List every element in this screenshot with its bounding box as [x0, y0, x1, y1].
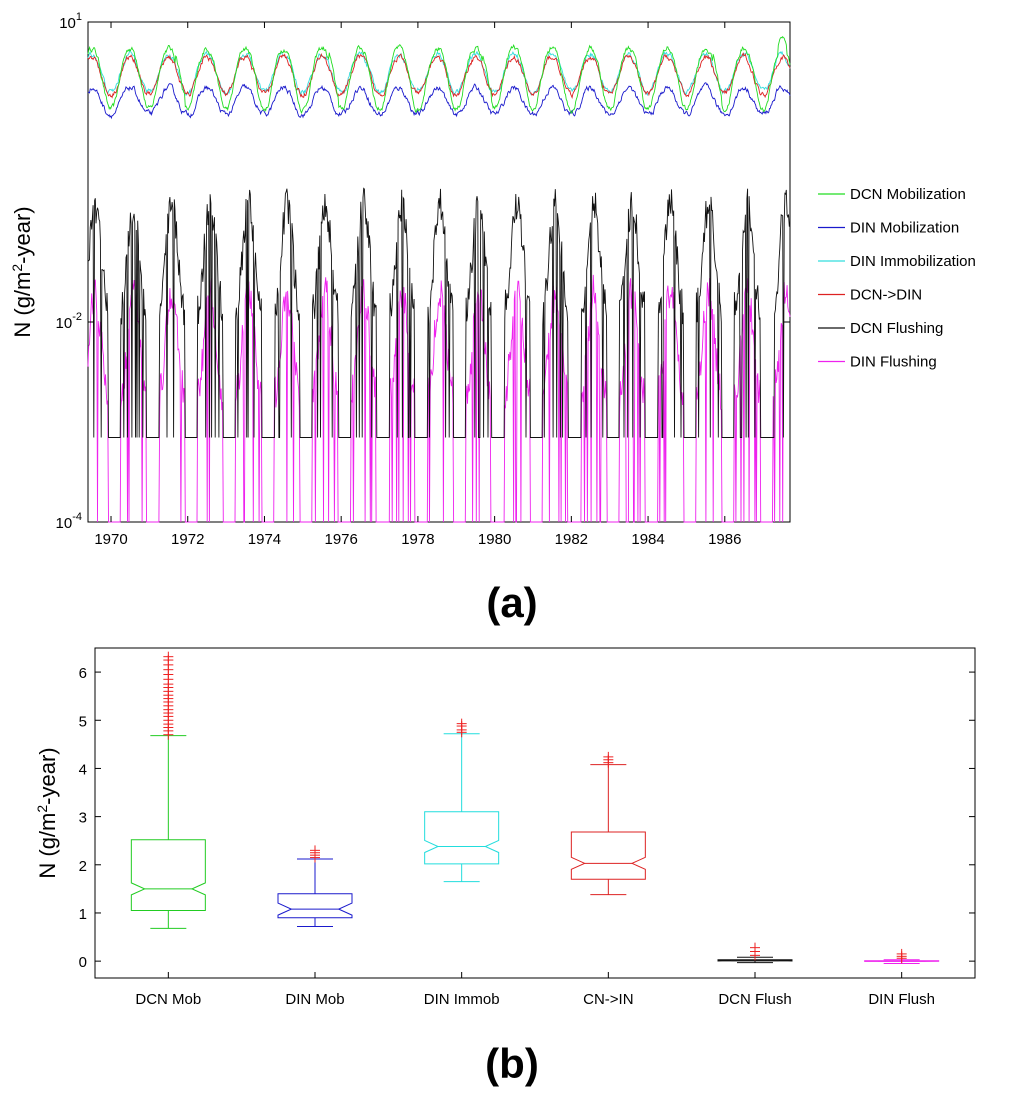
x-tick-label: 1980 [478, 531, 511, 548]
box-plot-boxes [130, 651, 940, 965]
y-tick-label: 10-4 [56, 511, 82, 532]
series-line-dcn-flushing [87, 187, 791, 438]
y-tick-label: 2 [79, 858, 87, 875]
x-tick-label: 1976 [324, 531, 357, 548]
series-line-dcn-mobilization [87, 35, 791, 115]
x-tick-label: 1970 [94, 531, 127, 548]
y-tick-label: 5 [79, 713, 87, 730]
box-body [277, 893, 353, 919]
outlier-marker [163, 651, 174, 662]
box-dcn-flush [717, 942, 793, 964]
box-body [424, 811, 500, 865]
legend-label: DIN Flushing [850, 354, 937, 371]
y-tick-label: 0 [79, 954, 87, 971]
series-line-din-mobilization [87, 82, 791, 120]
box-din-flush [864, 948, 940, 965]
outlier-marker [456, 718, 467, 729]
box-plot-area [94, 647, 976, 979]
legend-label: DIN Mobilization [850, 220, 959, 237]
box-dcn-mob [130, 651, 206, 929]
outlier-marker [750, 942, 760, 953]
legend-label: DCN Flushing [850, 320, 943, 337]
time-series-y-axis-label: N (g/m2-year) [9, 206, 35, 337]
box-body [864, 960, 940, 962]
outlier-marker [603, 751, 614, 762]
legend-label: DCN->DIN [850, 287, 922, 304]
category-label: DIN Flush [868, 991, 935, 1008]
category-label: CN->IN [583, 991, 633, 1008]
outlier-marker [310, 845, 320, 856]
box-plot-category-labels: DCN Mob DIN Mob DIN Immob CN->IN DCN Flush DI… [135, 972, 935, 1008]
x-tick-label: 1978 [401, 531, 434, 548]
box-body [570, 831, 646, 880]
y-tick-label: 1 [79, 906, 87, 923]
x-tick-label: 1982 [555, 531, 588, 548]
legend: DCN Mobilization DIN Mobilization DIN Immo… [818, 186, 976, 371]
category-label: DIN Mob [285, 991, 344, 1008]
box-body [717, 959, 793, 962]
time-series-lines [87, 35, 791, 523]
category-label: DCN Flush [718, 991, 791, 1008]
series-line-dcn-din [87, 52, 791, 100]
y-tick-label: 3 [79, 810, 87, 827]
box-plot-y-ticks: 0 1 2 3 4 5 6 [79, 665, 975, 971]
category-label: DCN Mob [135, 991, 201, 1008]
panel-label-a: (a) [486, 579, 537, 626]
legend-label: DIN Immobilization [850, 253, 976, 270]
category-label: DIN Immob [424, 991, 500, 1008]
box-din-mob [277, 845, 353, 927]
legend-label: DCN Mobilization [850, 186, 966, 203]
outlier-marker [896, 948, 907, 959]
log-axis-ticks: 10-4 10-2 101 [56, 11, 790, 532]
y-tick-label: 101 [59, 11, 82, 32]
time-series-panel: 1970 1972 1974 1976 1978 1980 1982 1984 1986 10-… [9, 11, 976, 626]
time-series-plot-area [87, 21, 791, 523]
y-tick-label: 6 [79, 665, 87, 682]
series-line-din-immobilization [87, 49, 791, 97]
x-tick-label: 1984 [631, 531, 664, 548]
time-axis-ticks: 1970 1972 1974 1976 1978 1980 1982 1984 1986 [94, 22, 741, 548]
box-plot-y-axis-label: N (g/m2-year) [34, 747, 60, 878]
y-tick-label: 4 [79, 761, 87, 778]
box-din-immob [424, 718, 500, 883]
x-tick-label: 1974 [248, 531, 281, 548]
panel-label-b: (b) [485, 1040, 539, 1087]
box-body [130, 839, 206, 912]
x-tick-label: 1986 [708, 531, 741, 548]
x-tick-label: 1972 [171, 531, 204, 548]
box-cn-in [570, 751, 646, 896]
y-tick-label: 10-2 [56, 311, 82, 332]
